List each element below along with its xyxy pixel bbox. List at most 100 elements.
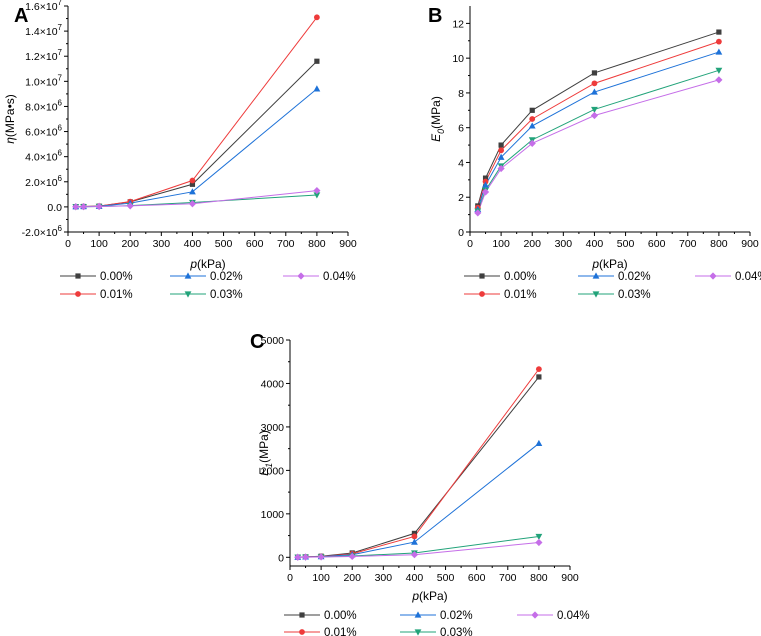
y-tick-label: 5000 (261, 335, 285, 347)
data-point-s1-5 (715, 38, 722, 45)
y-tick-exponent: 7 (58, 23, 63, 32)
y-tick-mantissa: 4.0×10 (25, 152, 58, 164)
x-tick-label: 900 (561, 572, 579, 584)
y-tick-label: 1.2×107 (25, 48, 62, 63)
y-tick-exponent: 7 (58, 48, 63, 57)
series-line-1 (75, 16, 318, 208)
data-point-s4-3 (126, 202, 134, 210)
legend-marker (299, 629, 305, 635)
y-tick-exponent: 6 (58, 174, 63, 183)
y-tick-exponent: 6 (58, 149, 63, 158)
x-tick-label: 100 (312, 572, 330, 584)
x-axis-label-unit: (kPa) (599, 257, 628, 271)
data-point-s0-5 (314, 58, 320, 64)
y-tick-mantissa: 8.0×10 (25, 101, 58, 113)
data-point-s0-1 (482, 175, 489, 181)
legend-label: 0.00% (100, 271, 133, 283)
x-tick-label: 200 (343, 572, 361, 584)
legend-label: 0.00% (504, 271, 537, 283)
y-axis-label-var: E (257, 467, 271, 476)
panel-letter: C (250, 331, 264, 353)
series-line-0 (297, 376, 540, 558)
chart-panel-b: B0 100 200 300 400 500 600 700 800 900024681012p(… (428, 5, 761, 301)
y-tick-label: 1.6×107 (25, 0, 62, 13)
legend-marker (75, 273, 81, 279)
data-point-s0-4 (411, 530, 418, 537)
y-tick-label: 6 (458, 123, 464, 135)
data-point-s4-4 (410, 551, 419, 559)
x-tick-label: 800 (710, 238, 728, 250)
series-line-1 (477, 41, 720, 208)
x-tick-label: 700 (277, 238, 295, 250)
legend-label: 0.03% (440, 627, 473, 636)
data-point-s4-1 (301, 553, 310, 561)
legend-marker (592, 291, 600, 298)
y-tick-mantissa: 6.0×10 (25, 127, 58, 139)
data-point-s2-1 (482, 181, 489, 188)
data-point-s3-5 (313, 192, 321, 199)
x-tick-label: 700 (499, 572, 517, 584)
y-axis-label-sub: 1 (264, 463, 274, 468)
y-tick-label: 4 (458, 157, 464, 169)
y-tick-mantissa: 1.2×10 (25, 51, 58, 63)
x-tick-label: 900 (339, 238, 357, 250)
x-tick-label: 300 (153, 238, 171, 250)
y-axis-label-unit: (MPa) (257, 430, 271, 463)
legend-label: 0.01% (504, 289, 537, 301)
legend-label: 0.03% (618, 289, 651, 301)
x-tick-label: 400 (586, 238, 604, 250)
x-axis-label: p(kPa) (591, 257, 627, 271)
y-tick-label: 0 (458, 227, 464, 239)
data-point-s0-5 (716, 29, 722, 35)
data-point-s4-3 (528, 139, 536, 147)
x-axis-label: p(kPa) (411, 589, 447, 603)
x-tick-label: 900 (741, 238, 759, 250)
x-tick-label: 500 (437, 572, 455, 584)
data-point-s0-3 (529, 107, 535, 113)
x-axis-label-var: p (411, 589, 419, 603)
x-tick-label: 400 (406, 572, 424, 584)
legend-label: 0.02% (618, 271, 651, 283)
legend-marker (184, 291, 192, 298)
data-point-s0-2 (498, 142, 504, 148)
y-axis-label: η(MPa•s) (3, 94, 17, 144)
y-axis-label: E1(MPa) (257, 430, 274, 476)
x-tick-label: 0 (65, 238, 71, 250)
data-point-s1-4 (411, 533, 418, 540)
x-axis-label-var: p (591, 257, 599, 271)
legend-marker (184, 272, 192, 279)
data-point-s2-5 (535, 439, 543, 447)
legend-label: 0.01% (324, 627, 357, 636)
data-point-s4-2 (95, 202, 103, 211)
data-point-s1-4 (189, 177, 196, 184)
data-point-s4-5 (535, 538, 543, 547)
data-point-s4-4 (590, 111, 599, 120)
y-axis-label-unit: (MPa) (429, 96, 443, 129)
data-point-s4-5 (313, 186, 321, 195)
legend-label: 0.00% (324, 610, 357, 622)
x-tick-label: 100 (492, 238, 510, 250)
y-tick-label: 10 (452, 53, 464, 65)
data-point-s1-2 (498, 147, 505, 154)
series-line-0 (75, 60, 318, 208)
legend-label: 0.04% (735, 271, 761, 283)
data-point-s2-4 (591, 88, 598, 95)
y-tick-label: 0 (278, 552, 284, 564)
data-point-s1-5 (535, 366, 542, 373)
data-point-s4-3 (348, 552, 356, 561)
legend-marker (531, 611, 539, 619)
data-point-s3-5 (715, 67, 723, 74)
y-tick-exponent: 6 (58, 98, 63, 107)
data-point-s2-3 (528, 122, 536, 129)
x-axis-label-unit: (kPa) (419, 589, 448, 603)
data-point-s4-1 (79, 203, 88, 211)
legend-marker (299, 612, 305, 618)
data-point-s2-5 (313, 85, 321, 92)
data-point-s1-5 (313, 14, 320, 21)
y-axis-label-var: E (429, 133, 443, 142)
y-tick-label: -2.0×106 (22, 224, 63, 239)
y-tick-label: 2 (458, 192, 464, 204)
x-tick-label: 600 (246, 238, 264, 250)
data-point-s3-5 (535, 533, 543, 541)
data-point-s2-4 (411, 538, 418, 545)
